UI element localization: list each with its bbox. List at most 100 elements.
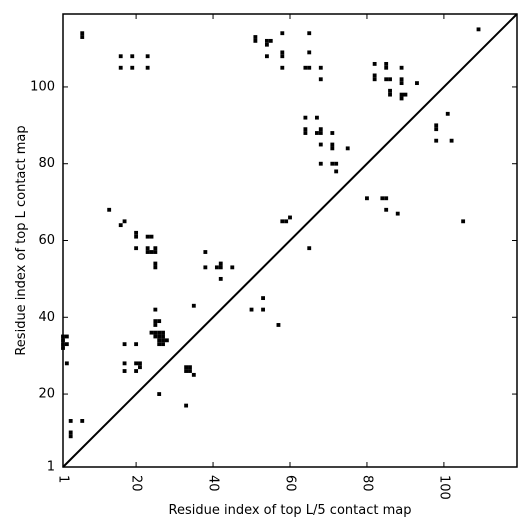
contact-cell-lower	[64, 334, 69, 339]
contact-cell-lower	[134, 361, 139, 366]
contact-cell-lower	[157, 330, 162, 335]
contact-cell-upper	[307, 31, 312, 36]
contact-cell-lower	[261, 296, 265, 301]
y-tick-label: 1	[47, 460, 55, 475]
contact-cell-lower	[161, 330, 165, 335]
contact-cell-upper	[399, 96, 404, 101]
contact-cell-upper	[399, 77, 404, 82]
contact-cell-upper	[307, 246, 312, 251]
contact-cell-lower	[157, 342, 162, 347]
contact-cell-upper	[268, 38, 273, 43]
contact-cell-lower	[145, 234, 150, 239]
contact-cell-upper	[280, 50, 285, 55]
contact-cell-lower	[145, 246, 150, 251]
contact-cell-upper	[449, 138, 454, 143]
contact-cell-upper	[253, 38, 258, 43]
contact-cell-upper	[434, 138, 439, 143]
contact-cell-lower	[122, 361, 127, 366]
contact-cell-upper	[434, 127, 439, 132]
contact-cell-upper	[118, 65, 123, 70]
contact-cell-upper	[334, 169, 339, 174]
contact-cell-upper	[372, 77, 377, 82]
y-tick-label: 60	[38, 233, 55, 248]
contact-cell-lower	[157, 338, 162, 343]
contact-cell-upper	[280, 65, 285, 70]
contact-cell-upper	[403, 92, 408, 97]
contact-cell-lower	[276, 323, 281, 327]
diagonal-line	[62, 13, 518, 468]
contact-cell-upper	[264, 38, 269, 43]
contact-cell-lower	[134, 234, 139, 239]
contact-cell-upper	[384, 61, 389, 66]
contact-cell-lower	[157, 334, 162, 339]
contact-cell-lower	[149, 234, 154, 239]
contact-cell-lower	[122, 369, 127, 373]
contact-cell-upper	[330, 131, 335, 135]
contact-cell-upper	[264, 42, 269, 47]
contact-cell-lower	[191, 372, 196, 377]
y-tick-label: 80	[38, 156, 55, 171]
y-axis-ticks: 1 20 40 60 80 100	[30, 79, 517, 475]
contact-cell-lower	[149, 330, 154, 335]
contact-cell-upper	[399, 81, 404, 86]
contact-cell-upper	[288, 215, 292, 220]
contact-cell-upper	[145, 54, 150, 59]
contact-cell-upper	[365, 196, 369, 201]
contact-cell-upper	[118, 54, 123, 59]
contact-cell-upper	[415, 81, 419, 86]
contact-cell-upper	[253, 35, 258, 39]
x-axis-label: Residue index of top L/5 contact map	[169, 503, 412, 518]
contact-cell-upper	[384, 196, 389, 201]
contact-cell-upper	[307, 50, 312, 55]
contact-cell-lower	[80, 419, 85, 423]
contact-cell-upper	[318, 131, 323, 135]
contact-cell-lower	[153, 261, 158, 266]
contact-cell-upper	[380, 196, 385, 201]
contact-cell-lower	[122, 342, 127, 347]
contact-cell-upper	[318, 142, 323, 147]
contact-cell-lower	[191, 303, 196, 308]
contact-cell-lower	[188, 369, 192, 373]
contact-cell-lower	[164, 338, 169, 343]
contact-cell-lower	[68, 419, 73, 423]
contact-cell-lower	[157, 319, 162, 324]
y-tick-label: 40	[38, 310, 55, 325]
x-tick-label: 100	[436, 475, 451, 500]
contact-cell-lower	[153, 250, 158, 254]
contact-cell-lower	[145, 250, 150, 254]
contact-cell-upper	[315, 115, 319, 120]
contact-cell-lower	[261, 307, 265, 312]
contact-cell-upper	[280, 54, 285, 59]
contact-cell-lower	[138, 365, 142, 370]
contact-cell-lower	[134, 342, 139, 347]
contact-cell-upper	[280, 219, 285, 224]
contact-cell-lower	[161, 342, 165, 347]
contact-cell-upper	[330, 146, 335, 151]
contact-cell-lower	[134, 246, 139, 251]
contact-cell-lower	[122, 219, 127, 224]
contact-cell-lower	[203, 250, 208, 254]
contact-cell-upper	[80, 31, 85, 36]
contact-cell-lower	[153, 265, 158, 270]
contact-cell-upper	[303, 115, 308, 120]
contact-cell-upper	[445, 111, 450, 116]
contact-cell-lower	[153, 246, 158, 251]
contact-cell-lower	[134, 369, 139, 373]
contact-cell-lower	[68, 430, 73, 435]
x-tick-label: 1	[56, 475, 71, 483]
contact-cell-upper	[384, 207, 389, 212]
contact-cell-lower	[153, 323, 158, 327]
contact-cell-upper	[399, 92, 404, 97]
contact-cell-lower	[161, 338, 165, 343]
contact-cell-upper	[303, 131, 308, 135]
contact-cell-upper	[130, 65, 135, 70]
x-tick-label: 80	[359, 475, 374, 492]
contact-cell-upper	[372, 73, 377, 78]
contact-cell-upper	[280, 31, 285, 36]
contact-cell-lower	[149, 250, 154, 254]
contact-cell-lower	[230, 265, 235, 270]
contact-cell-lower	[214, 265, 219, 270]
contact-cell-upper	[318, 161, 323, 166]
contact-cell-upper	[318, 77, 323, 82]
